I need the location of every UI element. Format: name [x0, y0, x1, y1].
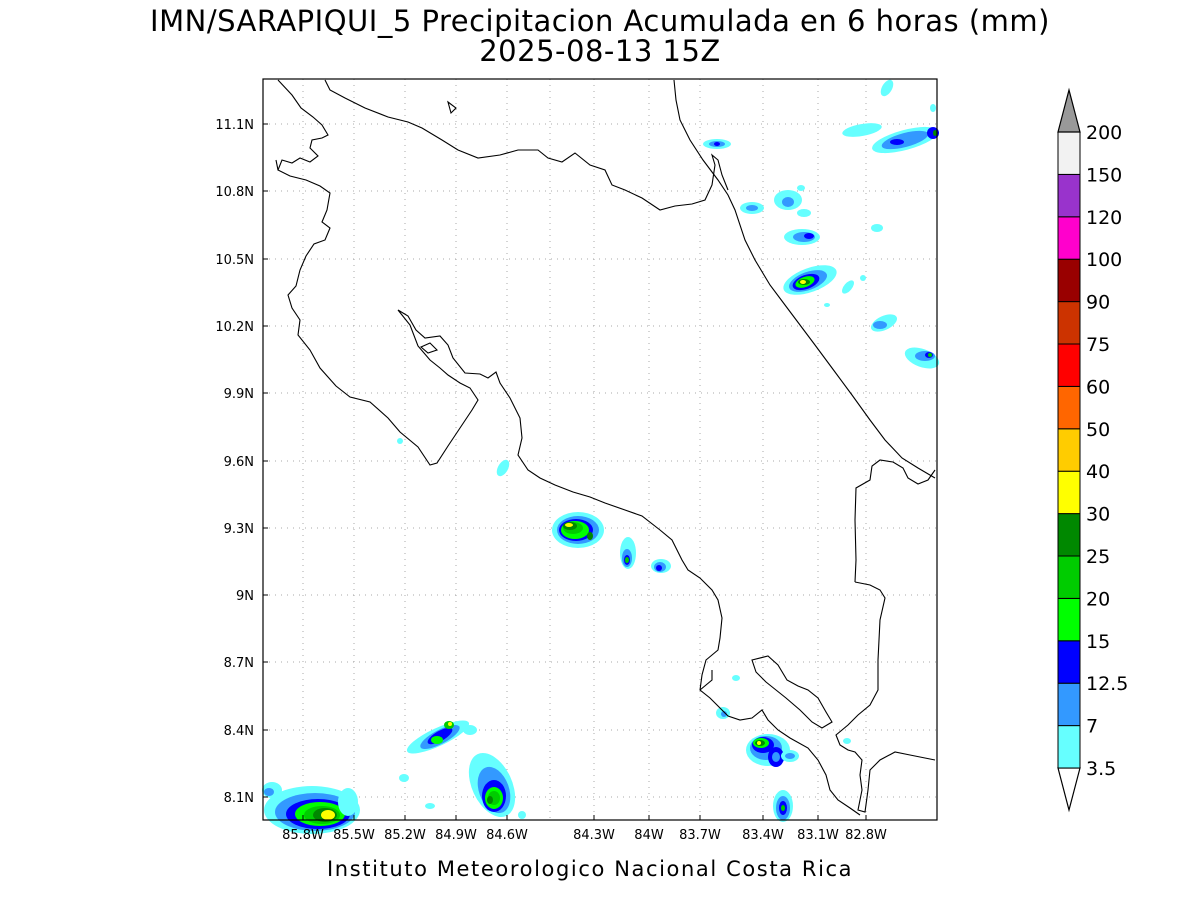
colorbar-label: 200 — [1086, 122, 1122, 144]
colorbar-label: 7 — [1086, 716, 1098, 738]
colorbar-label: 30 — [1086, 504, 1110, 526]
colorbar-label: 150 — [1086, 164, 1122, 186]
x-tick-label: 84W — [634, 828, 664, 843]
x-tick-label: 84.6W — [486, 828, 528, 843]
x-tick-label: 84.3W — [573, 828, 615, 843]
rain-cell — [399, 720, 477, 809]
colorbar-swatch — [1057, 597, 1081, 642]
colorbar-lower-arrow — [1057, 767, 1081, 813]
rain-cell — [746, 734, 799, 767]
colorbar-label: 60 — [1086, 376, 1110, 398]
rain-cell — [397, 438, 510, 477]
colorbar-swatch — [1057, 301, 1081, 345]
colorbar-swatch — [1057, 428, 1081, 472]
colorbar-label: 15 — [1086, 631, 1110, 653]
x-tick-label: 85.2W — [384, 828, 426, 843]
rain-cell — [870, 314, 898, 332]
y-tick-label: 10.5N — [215, 253, 254, 268]
colorbar-label: 3.5 — [1086, 758, 1116, 780]
y-tick-label: 10.8N — [215, 185, 254, 200]
y-axis-ticks: 11.1N 10.8N 10.5N 10.2N 9.9N 9.6N 9.3N 9N 8.7N 8.… — [215, 118, 268, 806]
x-tick-label: 84.9W — [435, 828, 477, 843]
x-tick-label: 82.8W — [845, 828, 887, 843]
colorbar-label: 20 — [1086, 588, 1110, 610]
coastline — [275, 79, 936, 816]
colorbar-swatch — [1057, 216, 1081, 260]
colorbar-swatch — [1057, 513, 1081, 557]
y-tick-label: 8.4N — [224, 724, 254, 739]
y-tick-label: 9.9N — [224, 387, 254, 402]
rain-cell — [262, 782, 360, 834]
colorbar-swatch — [1057, 555, 1081, 599]
colorbar-swatch — [1057, 131, 1081, 175]
colorbar-swatch — [1057, 470, 1081, 515]
rain-cell — [784, 224, 883, 245]
rain-cell — [620, 537, 636, 569]
map-grid — [263, 79, 937, 820]
x-tick-label: 85.8W — [282, 828, 324, 843]
x-tick-label: 83.7W — [679, 828, 721, 843]
rain-cell — [716, 675, 851, 744]
colorbar-label: 75 — [1086, 334, 1110, 356]
colorbar-swatch — [1057, 343, 1081, 387]
colorbar: 3.5 7 12.5 15 20 25 30 40 50 60 75 90 100 120 150 200 — [1057, 87, 1128, 813]
rain-cell — [740, 185, 811, 217]
rain-cell — [783, 265, 866, 307]
rain-cell — [773, 790, 793, 822]
map-subtitle-datetime: 2025-08-13 15Z — [479, 34, 721, 68]
rain-cell — [468, 753, 526, 819]
colorbar-upper-arrow — [1057, 87, 1081, 133]
y-tick-label: 10.2N — [215, 320, 254, 335]
colorbar-swatch — [1057, 725, 1081, 769]
footer-credit: Instituto Meteorologico Nacional Costa R… — [327, 857, 854, 881]
colorbar-label: 90 — [1086, 292, 1110, 314]
y-tick-label: 9.6N — [224, 455, 254, 470]
rain-cell — [552, 512, 604, 548]
colorbar-label: 40 — [1086, 461, 1110, 483]
y-tick-label: 8.7N — [224, 656, 254, 671]
colorbar-swatch — [1057, 173, 1081, 218]
x-tick-label: 83.1W — [797, 828, 839, 843]
map-frame — [262, 78, 938, 821]
x-axis-ticks: 85.8W 85.5W 85.2W 84.9W 84.6W 84.3W 84W 83.7W 83… — [282, 815, 887, 843]
colorbar-label: 25 — [1086, 546, 1110, 568]
y-tick-label: 11.1N — [215, 118, 254, 133]
colorbar-label: 100 — [1086, 249, 1122, 271]
colorbar-swatch — [1057, 640, 1081, 684]
x-tick-label: 85.5W — [333, 828, 375, 843]
colorbar-swatch — [1057, 258, 1081, 303]
rain-cell — [904, 347, 940, 369]
rain-cell — [651, 559, 671, 573]
colorbar-label: 12.5 — [1086, 673, 1128, 695]
rain-cell — [842, 79, 939, 154]
y-tick-label: 8.1N — [224, 791, 254, 806]
rain-cell — [703, 139, 731, 149]
colorbar-swatch — [1057, 385, 1081, 430]
colorbar-swatch — [1057, 682, 1081, 727]
y-tick-label: 9N — [236, 589, 254, 604]
map-title: IMN/SARAPIQUI_5 Precipitacion Acumulada … — [150, 4, 1050, 38]
x-tick-label: 83.4W — [742, 828, 784, 843]
colorbar-label: 120 — [1086, 207, 1122, 229]
colorbar-label: 50 — [1086, 419, 1110, 441]
y-tick-label: 9.3N — [224, 522, 254, 537]
